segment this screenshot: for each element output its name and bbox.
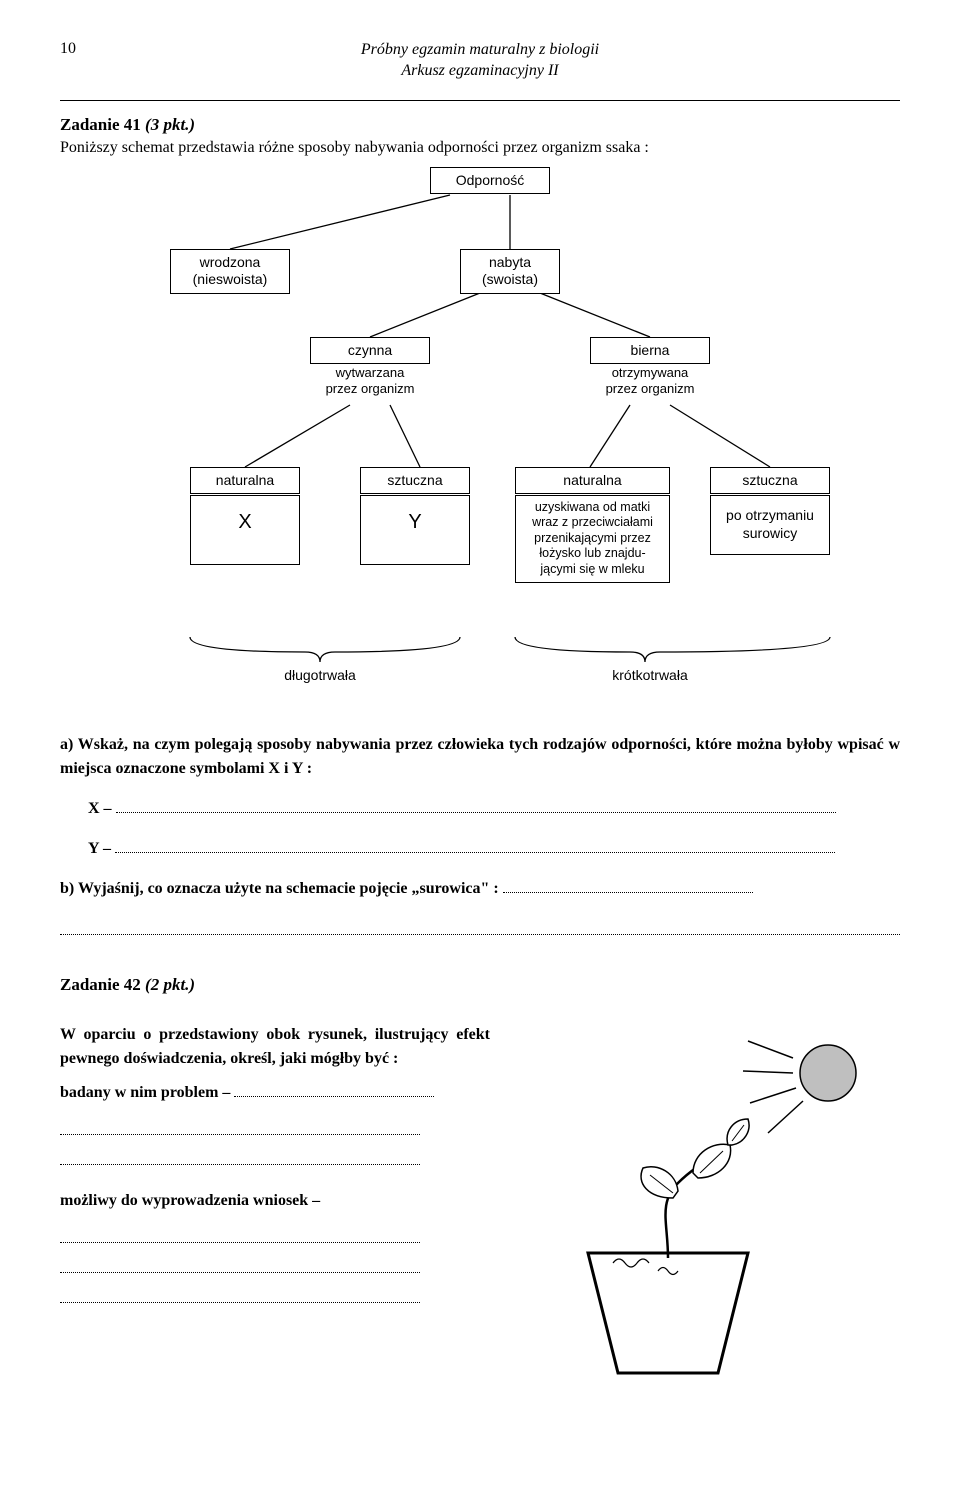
header-line-1: Próbny egzamin maturalny z biologii — [100, 40, 860, 61]
task-41-intro: Poniższy schemat przedstawia różne sposo… — [60, 139, 900, 157]
node-czynna: czynna — [310, 337, 430, 365]
b-answer-inline — [503, 878, 753, 892]
node-x: X — [190, 495, 300, 565]
label-krotkotrwala: krótkotrwała — [600, 667, 700, 683]
wniosek-line-3 — [60, 1285, 420, 1303]
header-rule — [60, 100, 900, 101]
node-bierna-sub: otrzymywana przez organizm — [590, 365, 710, 398]
task-41-a-prompt: a) Wskaż, na czym polegają sposoby nabyw… — [60, 733, 900, 781]
problem-line-2 — [60, 1117, 420, 1135]
task-42-label: Zadanie 42 — [60, 975, 141, 994]
wniosek-line-1 — [60, 1225, 420, 1243]
node-sztuczna-2: sztuczna — [710, 467, 830, 495]
wniosek-line-2 — [60, 1255, 420, 1273]
node-naturalna-1: naturalna — [190, 467, 300, 495]
task-42-title: Zadanie 42 (2 pkt.) — [60, 975, 900, 995]
node-wrodzona: wrodzona (nieswoista) — [170, 249, 290, 294]
b-prompt-text: b) Wyjaśnij, co oznacza użyte na schemac… — [60, 880, 499, 897]
problem-label-row: badany w nim problem – — [60, 1081, 490, 1105]
page-header: 10 Próbny egzamin maturalny z biologii A… — [60, 40, 900, 82]
y-answer-line — [115, 838, 835, 852]
node-nabyta: nabyta (swoista) — [460, 249, 560, 294]
task-42-figure — [518, 1023, 878, 1388]
x-answer-line — [116, 798, 836, 812]
node-root: Odporność — [430, 167, 550, 195]
y-label: Y – — [88, 840, 111, 857]
task-41-y-line: Y – — [88, 837, 900, 861]
problem-inline-line — [234, 1082, 434, 1096]
label-dlugotrwala: długotrwała — [270, 667, 370, 683]
node-czynna-sub: wytwarzana przez organizm — [310, 365, 430, 398]
b-answer-line-2 — [60, 917, 900, 935]
wniosek-label: możliwy do wyprowadzenia wniosek – — [60, 1189, 490, 1213]
problem-label: badany w nim problem – — [60, 1084, 230, 1101]
node-naturalna-2-desc: uzyskiwana od matki wraz z przeciwciałam… — [515, 495, 670, 583]
task-41-label: Zadanie 41 — [60, 115, 141, 134]
node-sztuczna-1: sztuczna — [360, 467, 470, 495]
node-y: Y — [360, 495, 470, 565]
node-naturalna-2: naturalna — [515, 467, 670, 495]
immunity-diagram: Odporność wrodzona (nieswoista) nabyta (… — [60, 167, 900, 717]
task-41-x-line: X – — [88, 797, 900, 821]
task-41-questions: a) Wskaż, na czym polegają sposoby nabyw… — [60, 733, 900, 935]
task-42-left-column: W oparciu o przedstawiony obok rysunek, … — [60, 1023, 490, 1303]
x-label: X – — [88, 800, 112, 817]
problem-line-3 — [60, 1147, 420, 1165]
node-sztuczna-2-desc: po otrzymaniu surowicy — [710, 495, 830, 555]
header-title: Próbny egzamin maturalny z biologii Arku… — [100, 40, 860, 82]
task-41-title: Zadanie 41 (3 pkt.) — [60, 115, 900, 135]
page-number: 10 — [60, 40, 100, 58]
plant-light-illustration — [518, 1023, 878, 1383]
task-42-prompt: W oparciu o przedstawiony obok rysunek, … — [60, 1023, 490, 1071]
node-bierna: bierna — [590, 337, 710, 365]
task-41-b-prompt: b) Wyjaśnij, co oznacza użyte na schemac… — [60, 877, 900, 901]
task-41-points: (3 pkt.) — [145, 115, 195, 134]
header-line-2: Arkusz egzaminacyjny II — [100, 61, 860, 82]
task-42-points: (2 pkt.) — [145, 975, 195, 994]
